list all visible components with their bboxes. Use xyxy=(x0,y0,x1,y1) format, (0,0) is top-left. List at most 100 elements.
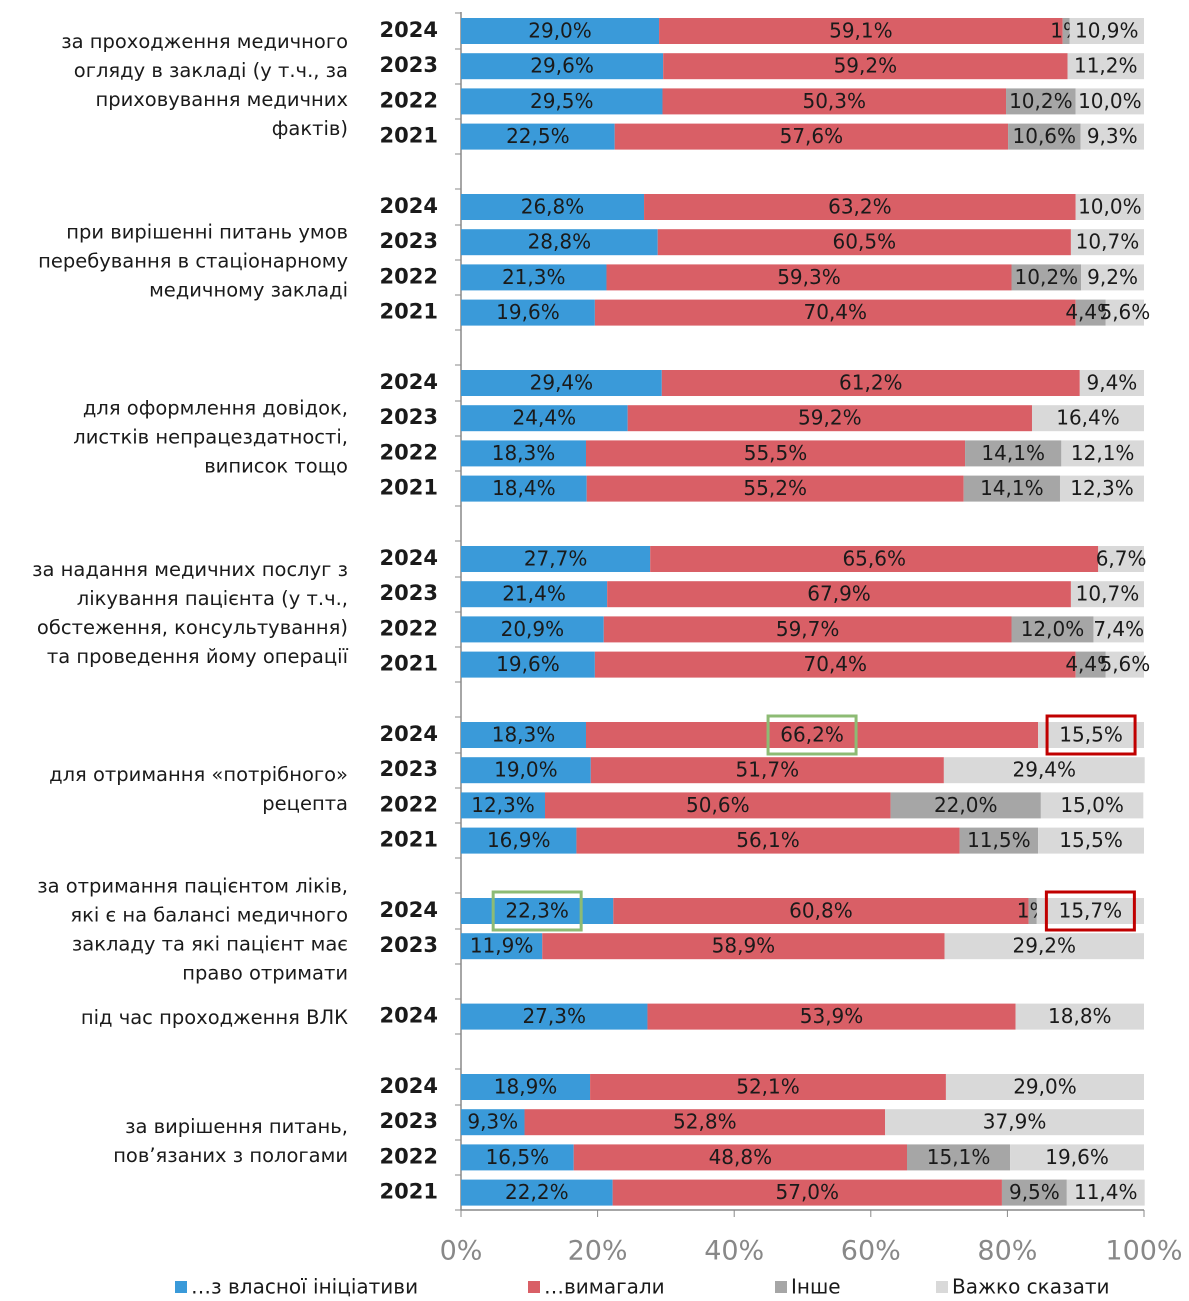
value-label: 22,2% xyxy=(505,1180,569,1204)
group-label: право отримати xyxy=(182,962,348,985)
legend-swatch xyxy=(175,1281,187,1293)
year-label: 2022 xyxy=(380,792,438,816)
group-label: листків непрацездатності, xyxy=(73,425,348,448)
bar-segment xyxy=(1006,88,1076,115)
year-label: 2024 xyxy=(380,370,438,394)
legend-label: Важко сказати xyxy=(952,1275,1110,1298)
bar-segment xyxy=(524,1109,886,1136)
x-tick-label: 100% xyxy=(1105,1236,1182,1267)
bar-segment xyxy=(603,616,1012,643)
group-label: при вирішенні питань умов xyxy=(66,220,348,243)
value-label: 60,5% xyxy=(833,230,897,254)
legend-swatch xyxy=(528,1281,540,1293)
group-label: рецепта xyxy=(262,792,348,815)
value-label: 12,1% xyxy=(1071,441,1135,465)
value-label: 18,4% xyxy=(492,476,556,500)
value-label: 48,8% xyxy=(709,1145,773,1169)
bar-segment xyxy=(1067,53,1144,80)
bar-segment xyxy=(662,88,1007,115)
bar-segment xyxy=(613,898,1029,924)
value-label: 26,8% xyxy=(521,195,585,219)
bar-segment xyxy=(1011,264,1082,291)
group-label: для оформлення довідок, xyxy=(83,396,348,419)
bar-segment xyxy=(963,475,1060,502)
value-label: 19,6% xyxy=(496,300,560,324)
bar-segment xyxy=(1079,370,1144,396)
value-label: 15,0% xyxy=(1060,793,1124,817)
value-label: 10,0% xyxy=(1078,195,1142,219)
value-label: 58,9% xyxy=(712,934,776,958)
value-label: 60,8% xyxy=(789,899,853,923)
value-label: 27,7% xyxy=(524,547,588,571)
value-label: 12,3% xyxy=(471,793,535,817)
bar-segment xyxy=(461,1003,648,1030)
value-label: 28,8% xyxy=(528,230,592,254)
bar-segment xyxy=(661,370,1080,396)
year-label: 2023 xyxy=(380,1109,438,1133)
bar-segment xyxy=(627,405,1032,432)
bar-segment xyxy=(1040,792,1144,819)
bar-segment xyxy=(594,651,1076,678)
value-label: 65,6% xyxy=(842,547,906,571)
bar-segment xyxy=(1105,651,1144,678)
group-label: обстеження, консультування) xyxy=(37,616,348,639)
value-label: 22,3% xyxy=(505,899,569,923)
highlight-frame xyxy=(1045,714,1137,756)
bar-segment xyxy=(1098,546,1144,572)
bar-segment xyxy=(1001,1179,1067,1206)
bar-segment xyxy=(461,18,660,44)
value-label: 57,6% xyxy=(780,124,844,148)
year-label: 2024 xyxy=(380,722,438,746)
value-label: 5,6% xyxy=(1099,300,1150,324)
group-label: виписок тощо xyxy=(204,454,348,477)
value-label: 11,2% xyxy=(1074,54,1138,78)
bar-segment xyxy=(461,1074,591,1100)
value-label: 70,4% xyxy=(804,300,868,324)
bar-segment xyxy=(1070,581,1144,608)
group-label: за надання медичних послуг з xyxy=(32,558,348,581)
bar-segment xyxy=(461,581,608,608)
value-label: 10,7% xyxy=(1076,582,1140,606)
value-label: 50,6% xyxy=(686,793,750,817)
year-label: 2024 xyxy=(380,546,438,570)
value-label: 10,9% xyxy=(1075,19,1139,43)
bar-segment xyxy=(1075,299,1106,326)
value-label: 19,6% xyxy=(496,652,560,676)
legend-label: Інше xyxy=(791,1275,841,1298)
bar-segment xyxy=(647,1003,1016,1030)
bar-segment xyxy=(1062,18,1070,44)
bar-segment xyxy=(461,757,591,784)
year-label: 2021 xyxy=(380,124,438,148)
value-label: 29,0% xyxy=(1013,1075,1077,1099)
group-label: перебування в стаціонарному xyxy=(38,249,348,272)
year-label: 2021 xyxy=(380,1180,438,1204)
value-label: 59,3% xyxy=(777,265,841,289)
group-label: та проведення йому операції xyxy=(47,645,349,668)
value-label: 5,6% xyxy=(1099,652,1150,676)
bar-segment xyxy=(1066,1179,1145,1206)
value-label: 9,5% xyxy=(1009,1180,1060,1204)
value-label: 70,4% xyxy=(804,652,868,676)
bar-segment xyxy=(576,827,960,854)
value-label: 14,1% xyxy=(981,441,1045,465)
value-label: 59,2% xyxy=(834,54,898,78)
value-label: 21,3% xyxy=(502,265,566,289)
bar-segment xyxy=(590,757,944,784)
bar-segment xyxy=(1075,651,1106,678)
bar-segment xyxy=(906,1144,1011,1171)
bar-segment xyxy=(612,1179,1002,1206)
highlight-frame xyxy=(491,890,583,932)
legend-label: …вимагали xyxy=(544,1275,665,1298)
value-label: 57,0% xyxy=(776,1180,840,1204)
bar-segment xyxy=(1038,827,1144,854)
bar-segment xyxy=(461,299,595,326)
bar-segment xyxy=(461,53,664,80)
group-label: пов’язаних з пологами xyxy=(113,1144,348,1167)
value-label: 10,2% xyxy=(1009,89,1073,113)
value-label: 24,4% xyxy=(513,406,577,430)
bar-segment xyxy=(461,405,628,432)
bar-segment xyxy=(1038,722,1144,748)
highlight-frame xyxy=(1044,890,1136,932)
bar-segment xyxy=(585,440,966,467)
